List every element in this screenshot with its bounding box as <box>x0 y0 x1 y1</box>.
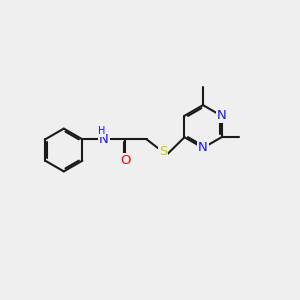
Text: N: N <box>198 141 208 154</box>
Text: N: N <box>99 133 109 146</box>
Text: H: H <box>98 126 105 136</box>
Text: S: S <box>159 145 167 158</box>
Text: O: O <box>120 154 130 167</box>
Text: N: N <box>217 109 226 122</box>
